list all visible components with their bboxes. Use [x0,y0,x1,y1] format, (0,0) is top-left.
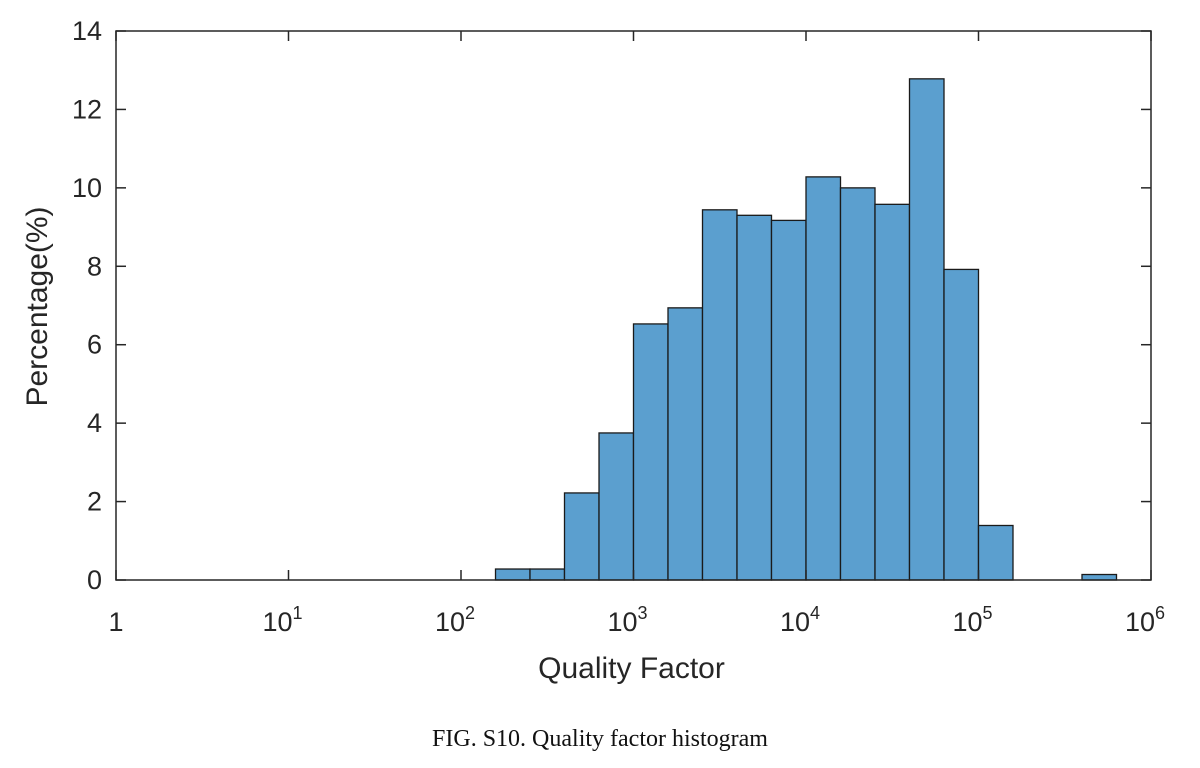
y-tick-label: 0 [87,565,102,595]
x-axis-title: Quality Factor [538,652,725,685]
bars-group [494,78,1118,581]
histogram-bar [805,176,842,581]
histogram-bar [598,432,635,581]
histogram-bar [874,203,911,581]
x-tick-label: 105 [952,603,992,637]
histogram-bar [943,268,980,581]
x-tick-label: 103 [607,603,647,637]
histogram-bar [563,492,600,581]
x-tick-label: 1 [108,607,123,637]
histogram-bar [701,209,738,581]
histogram-bar [839,187,876,581]
histogram-bar [908,78,945,581]
histogram-bar [770,219,807,581]
y-tick-label: 10 [72,173,102,203]
x-tick-label: 106 [1125,603,1165,637]
y-tick-label: 2 [87,487,102,517]
y-tick-label: 4 [87,408,102,438]
x-tick-label: 102 [435,603,475,637]
histogram-bar [529,568,566,581]
histogram-bar [736,214,773,581]
x-tick-label: 104 [780,603,820,637]
histogram-bar [632,323,669,581]
y-tick-label: 6 [87,330,102,360]
histogram-bar [977,524,1014,581]
y-axis-title: Percentage(%) [21,206,54,406]
figure-caption: FIG. S10. Quality factor histogram [432,726,768,752]
histogram-bar [667,307,704,581]
ticks-group: 0 2 4 6 8 10 12 14 1 101 102 103 104 105 106 [72,16,1165,637]
y-tick-label: 12 [72,94,102,124]
histogram-bar [1081,573,1118,581]
x-tick-label: 101 [262,603,302,637]
histogram-bar [494,568,531,581]
y-tick-label: 14 [72,16,102,46]
y-tick-label: 8 [87,251,102,281]
